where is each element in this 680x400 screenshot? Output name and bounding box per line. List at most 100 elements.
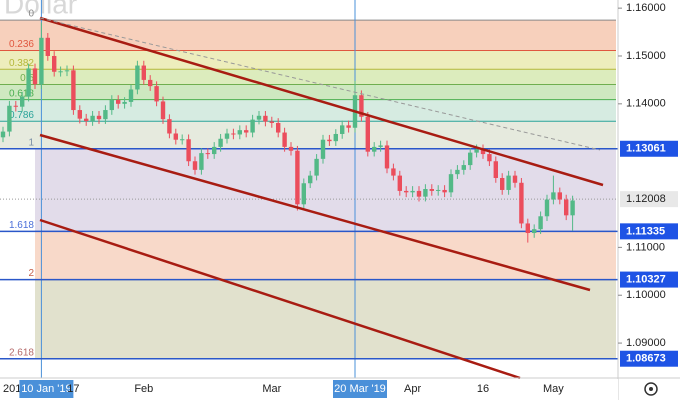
candle-body bbox=[314, 158, 319, 176]
candle-body bbox=[506, 175, 511, 190]
candle-body bbox=[295, 150, 300, 205]
candle-body bbox=[461, 165, 466, 170]
y-tick-label: 1.16000 bbox=[626, 2, 666, 14]
fib-band bbox=[0, 20, 616, 51]
candle-body bbox=[77, 110, 82, 119]
y-tick-label: 1.10000 bbox=[626, 289, 666, 301]
fib-band bbox=[0, 50, 616, 70]
date-highlight bbox=[19, 380, 74, 398]
price-label-box bbox=[620, 350, 678, 367]
fib-level-label: 0 bbox=[28, 9, 34, 20]
price-label: 1.11335 bbox=[626, 225, 665, 237]
settings-button[interactable] bbox=[644, 382, 658, 396]
candle-body bbox=[308, 175, 313, 184]
fib-band bbox=[0, 84, 616, 100]
candle-body bbox=[141, 65, 146, 80]
candle-body bbox=[103, 110, 108, 120]
candle-body bbox=[487, 154, 492, 162]
gear-icon[interactable] bbox=[644, 382, 658, 396]
candle-body bbox=[13, 105, 18, 107]
candle-body bbox=[32, 68, 38, 85]
candle-body bbox=[199, 153, 204, 170]
candle-body bbox=[340, 125, 345, 134]
price-label: 1.08673 bbox=[626, 353, 666, 365]
candle-body bbox=[192, 161, 198, 170]
fib-band bbox=[35, 231, 616, 280]
candle-body bbox=[359, 95, 364, 117]
candle-body bbox=[551, 192, 556, 200]
candle-body bbox=[148, 79, 153, 87]
candle-body bbox=[180, 139, 185, 141]
x-tick-label: 20 Mar '19 bbox=[334, 383, 386, 395]
x-tick-label: Apr bbox=[404, 383, 421, 395]
candle-body bbox=[276, 122, 281, 133]
candle-body bbox=[250, 119, 255, 133]
candle-body bbox=[135, 65, 140, 90]
candle-body bbox=[167, 119, 172, 134]
x-tick-label: May bbox=[543, 383, 564, 395]
candle-body bbox=[256, 115, 262, 120]
trend-line bbox=[39, 16, 604, 187]
last-price-label: 1.12008 bbox=[626, 193, 666, 205]
candle-body bbox=[52, 55, 57, 72]
fib-level-label: 1.618 bbox=[9, 220, 34, 231]
fib-band bbox=[35, 148, 616, 232]
trend-line bbox=[39, 218, 521, 380]
candle-body bbox=[378, 145, 383, 147]
price-label: 1.10327 bbox=[626, 273, 666, 285]
candle-body bbox=[116, 100, 121, 104]
fib-band bbox=[0, 99, 616, 122]
fib-bands bbox=[0, 20, 616, 359]
candle-body bbox=[160, 101, 166, 120]
candle-body bbox=[532, 229, 537, 234]
candle-body bbox=[244, 130, 249, 133]
candle-body bbox=[288, 146, 294, 151]
fib-band bbox=[0, 69, 616, 85]
candle-body bbox=[384, 145, 390, 169]
candle-body bbox=[512, 175, 518, 183]
x-tick-label: 16 bbox=[477, 383, 489, 395]
x-tick-label: Feb bbox=[134, 383, 153, 395]
candle-body bbox=[39, 37, 44, 85]
candle-body bbox=[525, 223, 530, 234]
date-highlight bbox=[333, 380, 387, 398]
candle-body bbox=[442, 189, 447, 193]
candle-body bbox=[58, 71, 63, 73]
candle-body bbox=[544, 199, 550, 217]
candle-body bbox=[480, 149, 486, 155]
candle-body bbox=[436, 189, 441, 191]
trend-lines bbox=[39, 16, 604, 380]
candle-body bbox=[20, 96, 25, 107]
candle-body bbox=[416, 190, 422, 197]
dashed-trend-line bbox=[39, 17, 601, 151]
fib-level-label: 0.382 bbox=[9, 58, 34, 69]
candle-body bbox=[224, 133, 230, 139]
candle-body bbox=[71, 70, 76, 111]
candle-body bbox=[557, 192, 562, 200]
candle-body bbox=[493, 161, 498, 178]
candle-body bbox=[109, 100, 114, 111]
x-tick-label: 17 bbox=[67, 383, 79, 395]
candle-body bbox=[205, 153, 210, 155]
candle-body bbox=[346, 125, 351, 128]
price-label-box bbox=[620, 223, 678, 240]
candle-body bbox=[7, 105, 12, 132]
candle-body bbox=[429, 189, 434, 191]
fib-band bbox=[0, 121, 616, 149]
fib-level-label: 2 bbox=[28, 268, 34, 279]
candle-body bbox=[237, 130, 242, 135]
candle-body bbox=[301, 183, 306, 205]
candle-body bbox=[320, 139, 326, 159]
candle-body bbox=[64, 70, 70, 72]
candle-body bbox=[218, 138, 223, 147]
trend-line bbox=[39, 133, 591, 292]
x-tick-label: 10 Jan '19 bbox=[21, 383, 71, 395]
candle-body bbox=[500, 177, 505, 190]
candle-body bbox=[84, 118, 89, 122]
candle-body bbox=[468, 152, 473, 166]
candle-body bbox=[154, 86, 159, 102]
